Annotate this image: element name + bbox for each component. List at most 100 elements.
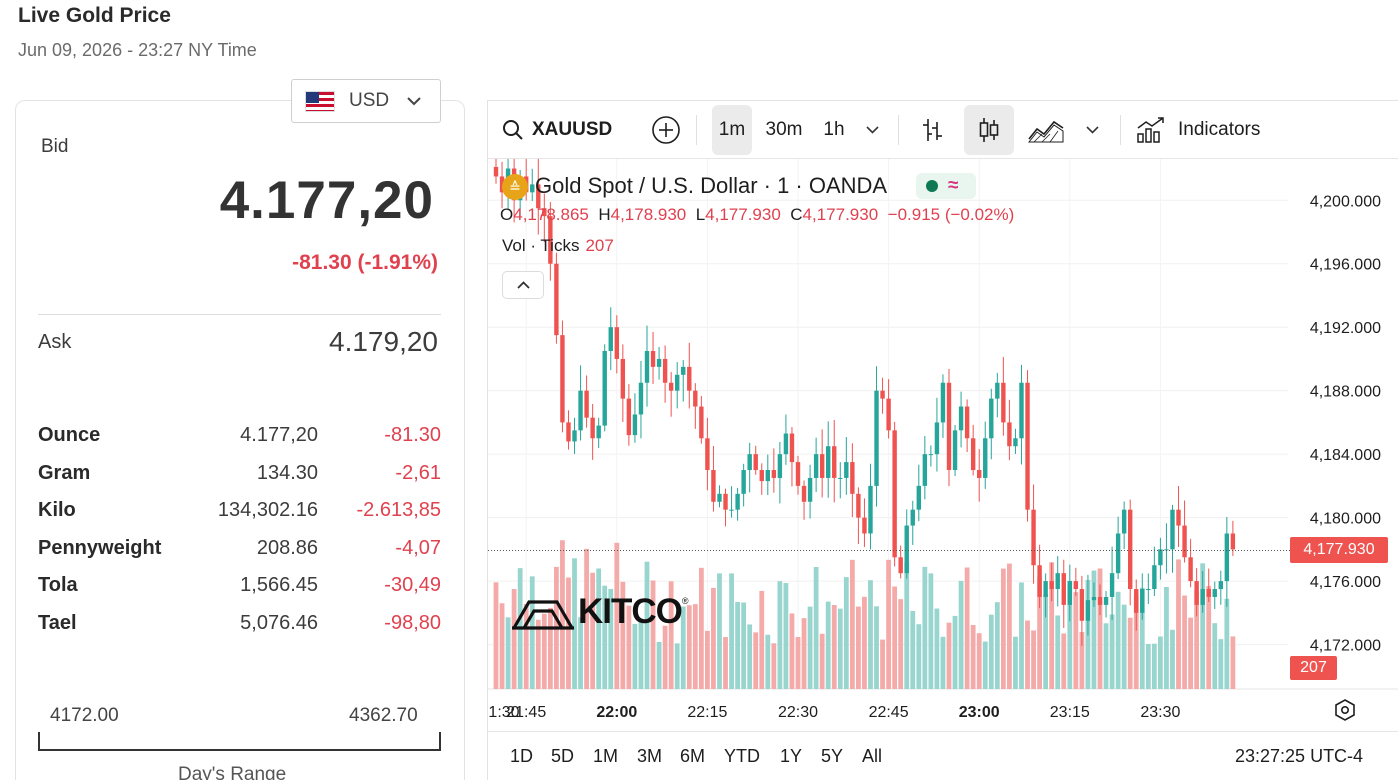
range-button-all[interactable]: All: [862, 746, 883, 766]
range-button-5y[interactable]: 5Y: [821, 746, 844, 766]
candle-body: [904, 525, 909, 574]
legend-title: Gold Spot / U.S. Dollar · 1 · OANDA: [535, 173, 888, 198]
volume-bar: [982, 641, 988, 689]
candle-body: [699, 406, 704, 439]
high-value: 4,178.930: [610, 205, 687, 224]
candle-body: [1001, 382, 1006, 423]
candle-body: [892, 430, 897, 558]
volume-bar: [662, 625, 668, 689]
volume-bar: [1073, 592, 1079, 689]
candles-chart-type-button[interactable]: [964, 105, 1014, 155]
volume-bar: [650, 580, 656, 689]
volume-bar: [928, 573, 934, 689]
candle-body: [1170, 509, 1175, 550]
candle-body: [813, 454, 819, 478]
volume-bar: [1055, 615, 1061, 689]
volume-bar: [940, 636, 946, 689]
chart-widget: XAUUSD 1m 30m 1h: [435, 100, 1398, 780]
interval-dropdown-button[interactable]: [858, 105, 886, 155]
volume-bar: [644, 561, 650, 689]
indicators-button[interactable]: Indicators: [1136, 105, 1276, 155]
volume-bar: [614, 542, 620, 689]
interval-30m-button[interactable]: 30m: [765, 119, 803, 140]
area-chart-type-button[interactable]: [1024, 105, 1068, 155]
x-tick-label: 23:15: [1050, 704, 1090, 721]
volume-bar: [656, 641, 662, 689]
range-button-1d[interactable]: 1D: [510, 746, 534, 766]
collapse-legend-button[interactable]: [502, 271, 544, 299]
candle-body: [566, 422, 571, 442]
range-button-ytd[interactable]: YTD: [724, 746, 760, 766]
chart-toolbar: XAUUSD 1m 30m 1h: [488, 101, 1398, 159]
candle-body: [850, 462, 855, 494]
range-button-5d[interactable]: 5D: [551, 746, 575, 766]
symbol-label: XAUUSD: [532, 119, 613, 140]
volume-bar: [1170, 629, 1175, 689]
range-button-1m[interactable]: 1M: [593, 746, 619, 766]
close-key: C: [790, 205, 803, 224]
symbol-search-button[interactable]: XAUUSD: [502, 105, 622, 155]
bid-change: -81.30 (-1.91%): [292, 251, 438, 274]
divider: [38, 314, 441, 315]
candle-body: [1176, 509, 1181, 526]
market-status-pill[interactable]: ≈: [916, 173, 976, 199]
unit-row-ounce: Ounce 4.177,20 -81.30: [38, 424, 441, 450]
area-chart-icon: [1028, 117, 1064, 143]
chart-settings-button[interactable]: [1333, 698, 1357, 722]
settings-hexagon-icon: [1333, 698, 1357, 722]
indicators-label: Indicators: [1178, 119, 1261, 140]
candle-body: [977, 470, 982, 478]
change-value: −0.915 (−0.02%): [887, 205, 1015, 224]
candle-body: [693, 390, 698, 407]
candle-body: [958, 406, 964, 431]
volume-bar: [976, 633, 982, 689]
bid-label: Bid: [41, 136, 69, 157]
volume-bar: [952, 615, 958, 689]
candle-body: [868, 485, 873, 534]
candle-body: [1037, 565, 1042, 597]
candle-body: [1152, 565, 1157, 590]
currency-select[interactable]: USD: [291, 79, 441, 123]
chart-plot-area[interactable]: 4,200.000 4,196.000 4,192.000 4,188.000 4,18…: [435, 144, 1398, 780]
volume-bar: [916, 624, 922, 689]
chart-type-dropdown-button[interactable]: [1078, 105, 1106, 155]
interval-1h-button[interactable]: 1h: [823, 119, 845, 140]
us-flag-icon: [305, 90, 335, 112]
volume-bar: [680, 606, 686, 689]
candle-body: [632, 414, 638, 436]
bar-chart-type-button[interactable]: [914, 105, 950, 155]
clock-readout[interactable]: 23:27:25 UTC-4: [1235, 746, 1364, 766]
volume-bar: [1079, 631, 1085, 689]
candle-body: [735, 493, 740, 510]
open-key: O: [500, 205, 514, 224]
candle-body: [1079, 589, 1085, 621]
unit-price: 134.30: [256, 462, 318, 484]
volume-bar: [602, 585, 608, 689]
y-tick-label: 4,188.000: [1310, 384, 1381, 401]
candle-body: [1025, 382, 1030, 510]
compare-symbol-button[interactable]: [646, 105, 686, 155]
candle-body: [952, 430, 958, 471]
range-button-1y[interactable]: 1Y: [780, 746, 803, 766]
unit-change: -2.613,85: [356, 499, 441, 521]
volume-bar: [1043, 594, 1049, 689]
volume-bar: [1176, 559, 1181, 689]
interval-1m-button[interactable]: 1m: [712, 105, 752, 155]
volume-bar: [1031, 630, 1036, 689]
unit-price: 5,076.46: [240, 612, 318, 634]
candle-body: [1085, 600, 1091, 621]
range-button-6m[interactable]: 6M: [680, 746, 706, 766]
volume-bar: [620, 581, 626, 689]
unit-name: Kilo: [38, 499, 76, 521]
volume-bar: [1206, 586, 1212, 689]
candle-body: [1158, 549, 1163, 566]
unit-name: Pennyweight: [38, 537, 162, 559]
volume-bar: [837, 608, 843, 689]
y-tick-label: 4,176.000: [1310, 574, 1381, 591]
volume-value: 207: [585, 236, 614, 255]
last-price-tag: 4,177.930: [1290, 537, 1388, 563]
volume-bar: [970, 625, 976, 689]
range-button-3m[interactable]: 3M: [637, 746, 663, 766]
volume-bar: [735, 602, 740, 689]
legend-volume: Vol · Ticks 207: [502, 236, 614, 256]
